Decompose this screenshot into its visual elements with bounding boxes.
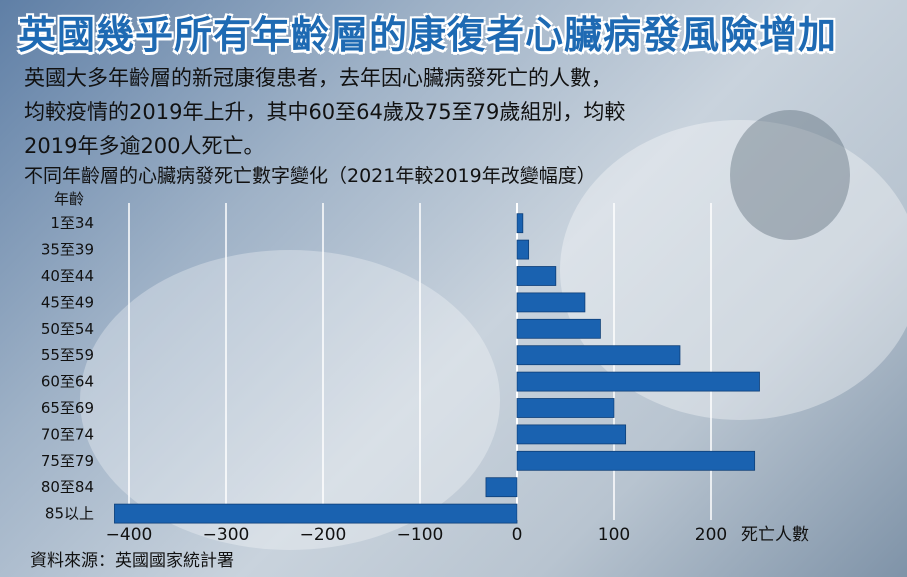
bars [114,213,760,524]
y-tick-label: 40至44 [41,267,94,285]
bar [516,213,524,234]
x-tick-label: −400 [106,525,153,545]
page-title: 英國幾乎所有年齡層的康復者心臟病發風險增加 [18,12,838,57]
y-tick-label: 65至69 [41,399,94,417]
bar [516,450,756,471]
bar [516,239,530,260]
bar [114,503,518,524]
y-tick-label: 1至34 [50,214,94,232]
bar [516,266,557,286]
bar [516,318,601,339]
y-tick-label: 60至64 [41,373,94,391]
y-tick-label: 35至39 [41,241,94,259]
x-tick-label: 200 [695,525,727,545]
y-tick-label: 85以上 [45,505,94,523]
x-tick-label: −200 [300,525,347,545]
y-tick-label: 55至59 [41,346,94,364]
y-axis-label: 年齡 [54,190,84,208]
y-tick-labels: 1至34 35至39 40至44 45至49 50至54 55至59 60至64 65至69 7… [41,214,94,522]
x-tick-label: −100 [397,525,444,545]
x-axis-label: 死亡人數 [741,525,809,545]
y-tick-label: 80至84 [41,478,94,496]
bar [516,424,627,445]
subtitle-line-3: 2019年多逾200人死亡。 [24,134,265,158]
subtitle-line-2: 均較疫情的2019年上升，其中60至64歲及75至79歲組別，均較 [24,100,626,124]
x-tick-label: 100 [598,525,630,545]
bar [516,345,681,366]
x-tick-label: 0 [512,525,523,545]
chart-heading: 不同年齡層的心臟病發死亡數字變化（2021年較2019年改變幅度） [24,165,596,187]
y-tick-label: 45至49 [41,293,94,311]
bar [516,371,760,392]
y-tick-label: 70至74 [41,425,94,443]
bar [516,398,615,418]
source-note: 資料來源：英國國家統計署 [30,551,234,571]
y-tick-label: 50至54 [41,320,94,338]
x-tick-label: −300 [203,525,250,545]
bar [516,292,586,313]
x-tick-labels: −400 −300 −200 −100 0 100 200 [106,525,728,545]
y-tick-label: 75至79 [41,452,94,470]
bar [485,477,518,498]
subtitle-line-1: 英國大多年齡層的新冠康復患者，去年因心臟病發死亡的人數， [24,66,612,90]
